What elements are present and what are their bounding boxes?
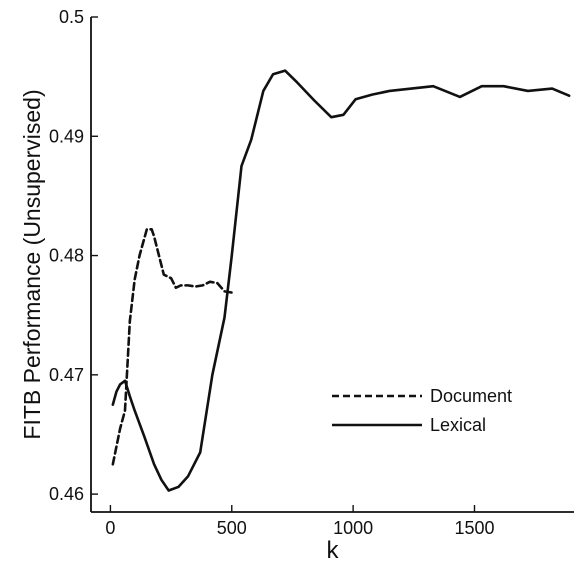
series-line-lexical [111,69,571,492]
y-tick-label: 0.47 [49,365,84,385]
x-tick-label: 1500 [454,518,494,538]
plot-area [111,69,571,492]
x-axis-label: k [327,537,340,564]
y-axis-label: FITB Performance (Unsupervised) [19,89,45,439]
y-tick-label: 0.48 [49,246,84,266]
y-tick-label: 0.49 [49,126,84,146]
x-tick-label: 1000 [333,518,373,538]
ticks: 0 500 1000 1500 0.46 0.47 0.48 0.49 0.5 [49,7,495,538]
y-tick-label: 0.46 [49,484,84,504]
x-tick-label: 500 [217,518,247,538]
series-line-document [111,228,234,466]
x-tick-label: 0 [105,518,115,538]
legend: Document Lexical [332,386,512,435]
axis-labels: k FITB Performance (Unsupervised) [19,89,340,564]
y-tick-label: 0.5 [59,7,84,27]
legend-label-document: Document [430,386,512,406]
legend-label-lexical: Lexical [430,415,486,435]
axes [90,17,574,513]
